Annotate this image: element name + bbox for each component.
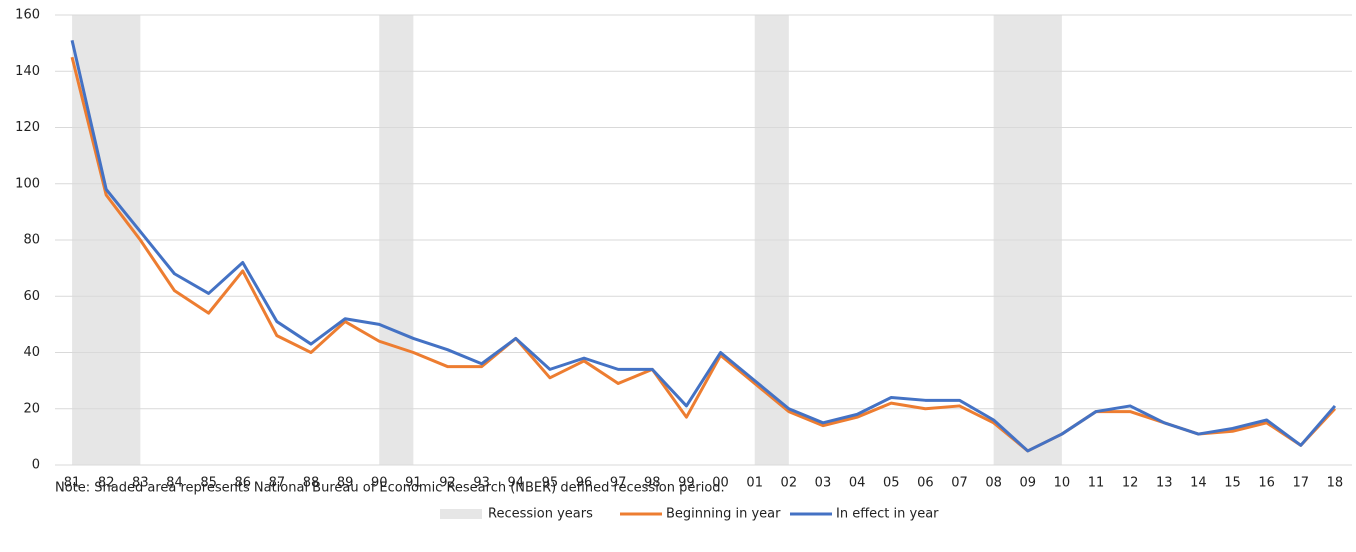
x-tick-label: 07 bbox=[951, 476, 968, 491]
x-tick-label: 17 bbox=[1293, 476, 1310, 491]
x-tick-label: 12 bbox=[1122, 476, 1139, 491]
x-tick-label: 94 bbox=[508, 476, 525, 491]
y-tick-label: 40 bbox=[23, 345, 40, 360]
x-tick-label: 13 bbox=[1156, 476, 1173, 491]
x-tick-label: 00 bbox=[712, 476, 729, 491]
legend-label: In effect in year bbox=[836, 507, 939, 522]
series-line bbox=[70, 56, 1337, 453]
legend-label: Recession years bbox=[488, 507, 593, 522]
y-tick-label: 100 bbox=[15, 176, 40, 191]
x-tick-label: 83 bbox=[132, 476, 149, 491]
x-tick-label: 89 bbox=[337, 476, 354, 491]
x-tick-label: 08 bbox=[985, 476, 1002, 491]
series-line bbox=[70, 39, 1337, 453]
y-tick-label: 20 bbox=[23, 401, 40, 416]
x-tick-label: 85 bbox=[200, 476, 217, 491]
x-tick-label: 10 bbox=[1054, 476, 1071, 491]
x-tick-label: 97 bbox=[610, 476, 627, 491]
y-tick-label: 140 bbox=[15, 64, 40, 79]
x-tick-label: 15 bbox=[1224, 476, 1241, 491]
x-tick-label: 91 bbox=[405, 476, 422, 491]
x-tick-label: 90 bbox=[371, 476, 388, 491]
x-tick-label: 87 bbox=[269, 476, 286, 491]
y-tick-label: 0 bbox=[32, 458, 40, 473]
x-tick-label: 95 bbox=[542, 476, 559, 491]
x-tick-label: 82 bbox=[98, 476, 115, 491]
x-tick-label: 81 bbox=[64, 476, 81, 491]
x-tick-label: 93 bbox=[473, 476, 490, 491]
x-tick-label: 01 bbox=[746, 476, 763, 491]
legend-label: Beginning in year bbox=[666, 507, 781, 522]
x-tick-label: 05 bbox=[883, 476, 900, 491]
x-tick-label: 06 bbox=[917, 476, 934, 491]
y-tick-label: 80 bbox=[23, 233, 40, 248]
x-tick-label: 16 bbox=[1258, 476, 1275, 491]
x-tick-label: 09 bbox=[1019, 476, 1036, 491]
y-tick-label: 160 bbox=[15, 8, 40, 23]
y-tick-label: 60 bbox=[23, 289, 40, 304]
x-tick-label: 04 bbox=[849, 476, 866, 491]
x-tick-label: 18 bbox=[1327, 476, 1344, 491]
x-tick-label: 96 bbox=[576, 476, 593, 491]
legend-swatch bbox=[440, 509, 482, 519]
x-tick-label: 98 bbox=[644, 476, 661, 491]
x-tick-label: 03 bbox=[815, 476, 832, 491]
x-tick-label: 14 bbox=[1190, 476, 1207, 491]
y-tick-label: 120 bbox=[15, 120, 40, 135]
x-tick-label: 11 bbox=[1088, 476, 1105, 491]
note: Note: Shaded area represents National Bu… bbox=[55, 481, 725, 496]
x-tick-label: 92 bbox=[439, 476, 456, 491]
x-tick-label: 84 bbox=[166, 476, 183, 491]
x-tick-label: 99 bbox=[678, 476, 695, 491]
x-tick-label: 02 bbox=[781, 476, 798, 491]
x-tick-label: 86 bbox=[234, 476, 251, 491]
x-tick-label: 88 bbox=[303, 476, 320, 491]
